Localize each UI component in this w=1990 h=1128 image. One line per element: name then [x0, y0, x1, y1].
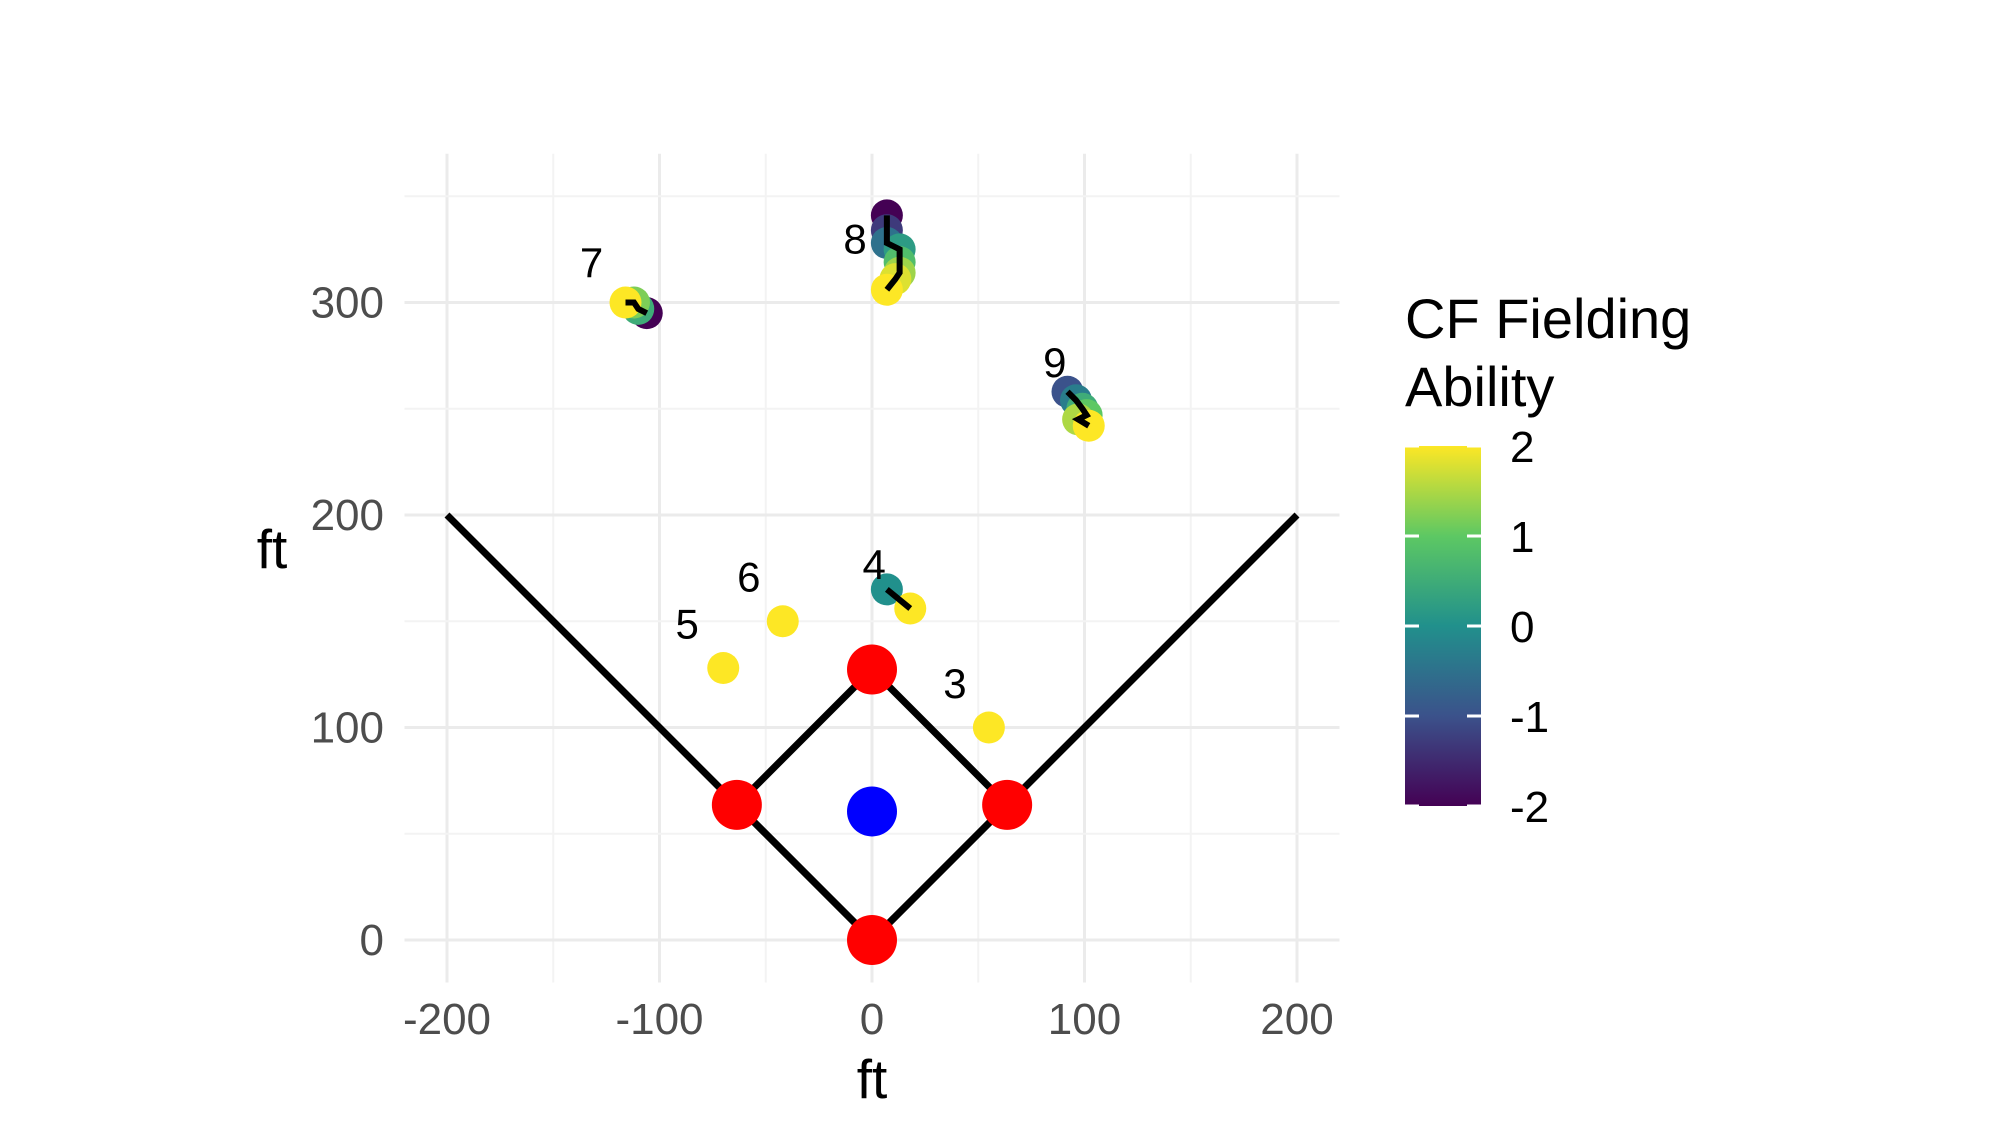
x-axis-ticks: -200 -100 0 100 200 — [403, 995, 1334, 1044]
fielder-point — [972, 711, 1005, 744]
y-tick-label: 100 — [311, 704, 384, 753]
y-tick-label: 300 — [311, 279, 384, 328]
legend-ticks: 2 1 0 -1 -2 — [1405, 423, 1549, 832]
fielder-label: 3 — [943, 660, 966, 707]
fielder-labels: 3 4 56 7 8 9 — [580, 216, 1067, 707]
fielder-point — [766, 605, 799, 638]
y-tick-label: 0 — [360, 916, 384, 965]
base-marker — [847, 644, 897, 695]
x-tick-label: 0 — [860, 995, 884, 1044]
legend-label: -2 — [1510, 783, 1549, 832]
x-tick-label: -100 — [615, 995, 703, 1044]
base-marker — [982, 779, 1033, 830]
fielder-point — [707, 652, 740, 684]
pitcher-marker — [847, 786, 897, 837]
x-tick-label: 200 — [1260, 995, 1333, 1044]
bases — [711, 644, 1033, 965]
legend-label: 2 — [1510, 423, 1534, 472]
fielder-path — [883, 215, 903, 292]
y-axis-title: ft — [257, 518, 288, 580]
base-marker — [711, 779, 762, 830]
fielder-label: 8 — [843, 216, 866, 263]
fielder-label: 4 — [862, 541, 885, 588]
fielder-label: 7 — [580, 239, 603, 286]
y-tick-label: 200 — [311, 491, 384, 540]
fielder-path — [625, 299, 649, 316]
fielder-path — [1065, 389, 1092, 429]
x-axis-title: ft — [857, 1048, 888, 1110]
legend-title-line-2: Ability — [1405, 355, 1554, 418]
legend-label: 1 — [1510, 513, 1534, 562]
grid — [404, 153, 1340, 983]
fielder-label: 9 — [1043, 339, 1066, 386]
fielder-paths — [625, 215, 1092, 611]
fielder-label: 6 — [737, 554, 760, 601]
y-axis-ticks: 0 100 200 300 — [311, 279, 384, 966]
legend-label: -1 — [1510, 693, 1549, 742]
legend: CF Fielding Ability 2 1 0 -1 -2 — [1405, 287, 1691, 832]
x-tick-label: 100 — [1048, 995, 1121, 1044]
x-tick-label: -200 — [403, 995, 491, 1044]
fielder-label: 5 — [675, 600, 698, 647]
legend-label: 0 — [1510, 603, 1534, 652]
legend-title-line-1: CF Fielding — [1405, 287, 1691, 350]
base-marker — [847, 915, 897, 965]
fielder-path — [884, 587, 913, 611]
